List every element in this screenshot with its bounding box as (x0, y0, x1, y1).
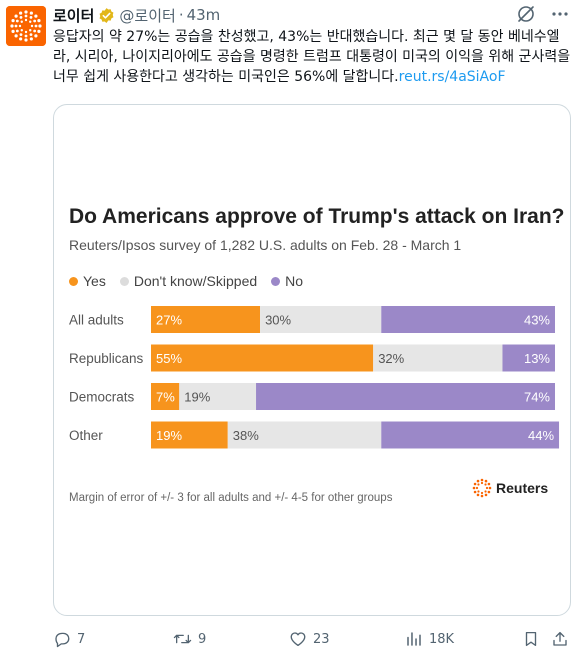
chart-plot: All adults 27% 30% 43% Republicans 55% 32% 13% D… (69, 306, 560, 449)
bar-dont-know (373, 344, 503, 372)
bar-no (381, 421, 560, 449)
bar-yes (151, 421, 228, 449)
bar-value-label: 19% (184, 390, 210, 405)
separator-dot: · (178, 6, 184, 24)
reuters-logo: Reuters (472, 478, 548, 498)
verified-icon (98, 7, 115, 24)
tweet-header: 로이터 @로이터 · 43m (53, 5, 220, 25)
view-count: 18K (429, 631, 455, 647)
reuters-logo-text: Reuters (496, 480, 549, 496)
bar-value-label: 43% (524, 313, 550, 328)
bar-value-label: 55% (156, 351, 182, 366)
legend-label-no: No (285, 273, 304, 289)
chart-note: Margin of error of +/- 3 for all adults … (69, 492, 393, 504)
legend-label-yes: Yes (83, 273, 106, 289)
bookmark-icon (525, 631, 537, 647)
views-button[interactable]: 18K (405, 629, 454, 649)
reply-count: 7 (77, 631, 86, 647)
author-handle[interactable]: @로이터 (119, 6, 176, 25)
legend-swatch-dont-know (119, 276, 129, 286)
tweet-text: 응답자의 약 27%는 공습을 찬성했고, 43%는 반대했습니다. 최근 몇 … (53, 27, 571, 87)
bar-value-label: 44% (528, 428, 554, 443)
bar-yes (151, 383, 180, 410)
bar-no (381, 306, 555, 333)
tweet-body: 응답자의 약 27%는 공습을 찬성했고, 43%는 반대했습니다. 최근 몇 … (53, 29, 571, 85)
avatar[interactable] (6, 6, 46, 46)
retweet-button[interactable]: 9 (173, 629, 206, 649)
bar-dont-know (227, 421, 382, 449)
chart-legend: Yes Don't know/Skipped No (69, 273, 303, 289)
legend-item-yes: Yes (69, 273, 106, 289)
legend-item-dont-know: Don't know/Skipped (119, 273, 258, 289)
category-label: Other (69, 428, 103, 443)
category-label: All adults (69, 313, 124, 328)
bar-value-label: 32% (378, 351, 404, 366)
share-button[interactable] (551, 629, 569, 649)
like-icon (290, 632, 306, 647)
bookmark-button[interactable] (522, 629, 540, 649)
grok-icon[interactable] (516, 4, 536, 24)
legend-item-no: No (271, 273, 303, 289)
bar-dont-know (179, 383, 257, 410)
reply-button[interactable]: 7 (53, 629, 85, 649)
top-actions (516, 4, 570, 24)
bar-dont-know (260, 306, 382, 333)
more-icon[interactable] (550, 4, 570, 24)
bar-value-label: 19% (156, 428, 182, 443)
bar-value-label: 13% (524, 351, 550, 366)
chart-subtitle: Reuters/Ipsos survey of 1,282 U.S. adult… (69, 237, 462, 253)
action-bar: 7 9 23 18K (53, 629, 571, 649)
chart-title: Do Americans approve of Trump's attack o… (69, 205, 565, 228)
chart-card[interactable]: Do Americans approve of Trump's attack o… (53, 104, 571, 616)
views-icon (407, 632, 421, 646)
tweet-time[interactable]: 43m (186, 6, 221, 24)
bar-value-label: 74% (524, 390, 550, 405)
bar-value-label: 30% (265, 313, 291, 328)
legend-swatch-yes (69, 276, 78, 286)
bar-yes (151, 306, 261, 333)
retweet-icon (173, 634, 192, 644)
retweet-count: 9 (198, 631, 207, 647)
legend-swatch-no (271, 276, 281, 286)
like-button[interactable]: 23 (289, 629, 330, 649)
reuters-dot-logo-icon (472, 478, 492, 498)
bar-no (256, 383, 555, 410)
bar-no (502, 344, 555, 372)
tweet-link[interactable]: reut.rs/4aSiAoF (398, 69, 506, 85)
share-icon (553, 631, 567, 646)
author-name[interactable]: 로이터 (53, 6, 95, 25)
reply-icon (55, 632, 70, 648)
bar-yes (151, 344, 374, 372)
bar-value-label: 7% (156, 390, 175, 405)
category-label: Republicans (69, 351, 144, 366)
avatar-logo-icon (6, 6, 46, 46)
bar-value-label: 38% (233, 428, 259, 443)
bar-value-label: 27% (156, 313, 182, 328)
legend-label-dont-know: Don't know/Skipped (133, 273, 258, 289)
category-label: Democrats (69, 390, 135, 405)
like-count: 23 (313, 631, 330, 647)
